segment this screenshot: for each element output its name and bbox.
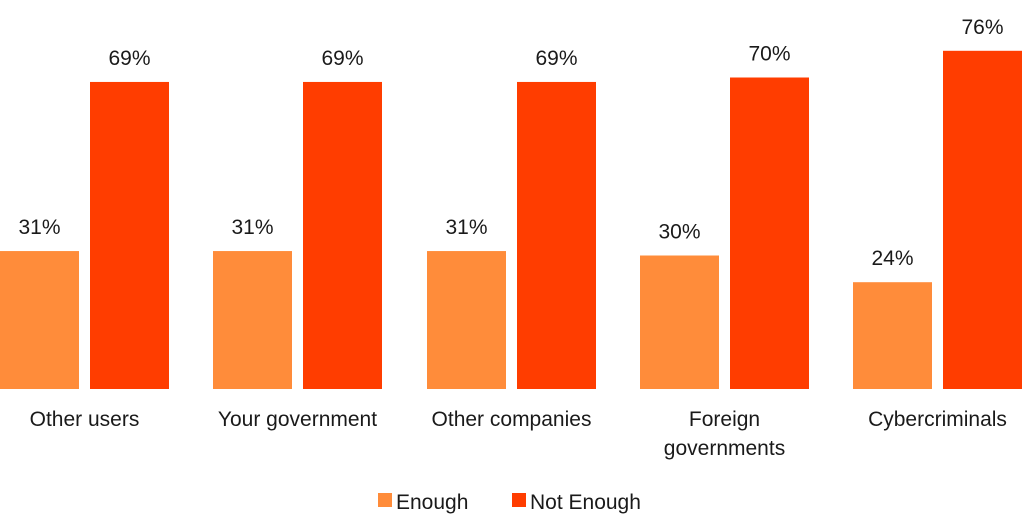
value-label-enough-foreign-governments: 30% [658, 221, 700, 244]
value-label-enough-your-government: 31% [231, 216, 273, 239]
bar-enough-your-government [213, 251, 292, 389]
value-label-enough-cybercriminals: 24% [871, 247, 913, 270]
category-label-line: Other users [30, 408, 140, 431]
category-label-your-government: Your government [218, 408, 377, 431]
value-label-not-enough-foreign-governments: 70% [748, 43, 790, 66]
value-label-enough-other-companies: 31% [445, 216, 487, 239]
category-label-cybercriminals: Cybercriminals [868, 408, 1007, 431]
category-label-other-users: Other users [30, 408, 140, 431]
bar-not-enough-cybercriminals [943, 50, 1022, 390]
value-label-not-enough-cybercriminals: 76% [961, 16, 1003, 39]
bar-enough-other-users [0, 251, 79, 389]
category-label-line: Cybercriminals [868, 408, 1007, 431]
value-labels-layer: 31% 69% 31% 69% 31% 69% 30% 70% 24% 76% [18, 16, 1003, 270]
value-label-not-enough-your-government: 69% [321, 47, 363, 70]
legend: Enough Not Enough [378, 491, 641, 514]
legend-label-enough: Enough [396, 491, 468, 514]
category-label-foreign-governments: Foreign governments [664, 408, 785, 460]
bar-not-enough-your-government [303, 81, 382, 389]
bar-not-enough-other-users [90, 81, 169, 389]
category-label-other-companies: Other companies [432, 408, 592, 431]
legend-swatch-enough [378, 493, 392, 507]
category-label-line: Foreign [689, 408, 760, 431]
bar-enough-foreign-governments [640, 255, 719, 389]
value-label-not-enough-other-companies: 69% [535, 47, 577, 70]
category-label-line: governments [664, 437, 785, 460]
bar-not-enough-foreign-governments [730, 77, 809, 389]
value-label-not-enough-other-users: 69% [108, 47, 150, 70]
legend-swatch-not-enough [512, 493, 526, 507]
bars-layer [0, 50, 1022, 390]
category-labels-layer: Other users Your government Other companie… [30, 408, 1007, 460]
value-label-enough-other-users: 31% [18, 216, 60, 239]
bar-enough-cybercriminals [853, 282, 932, 389]
category-label-line: Your government [218, 408, 377, 431]
bar-enough-other-companies [427, 251, 506, 389]
category-label-line: Other companies [432, 408, 592, 431]
bar-not-enough-other-companies [517, 81, 596, 389]
legend-label-not-enough: Not Enough [530, 491, 641, 514]
